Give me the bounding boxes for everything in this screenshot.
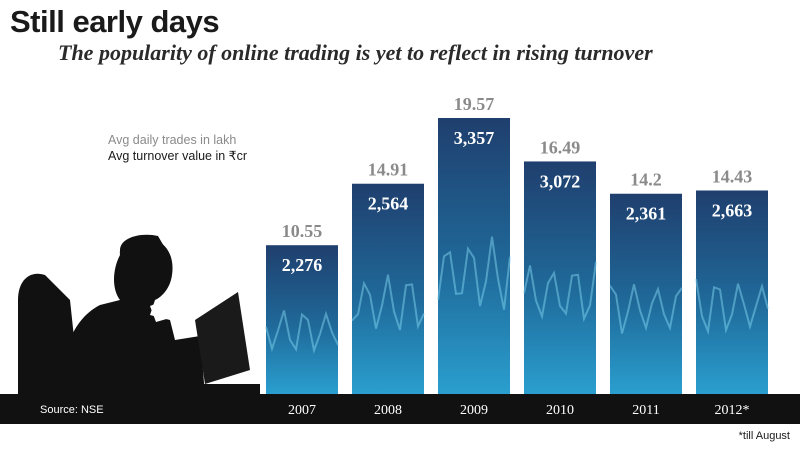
legend: Avg daily trades in lakh Avg turnover va… [108, 132, 247, 164]
trades-value-label: 19.57 [454, 94, 495, 114]
turnover-value-label: 3,357 [454, 128, 495, 148]
legend-turnover: Avg turnover value in ₹cr [108, 149, 248, 163]
x-tick-label: 2007 [288, 403, 316, 418]
bar-2011 [610, 193, 682, 394]
bar-texture [695, 278, 769, 336]
footnote: *till August [738, 430, 790, 442]
trades-value-label: 14.43 [712, 166, 753, 186]
turnover-value-label: 2,276 [282, 255, 323, 275]
turnover-value-label: 2,361 [626, 204, 667, 224]
chart-subtitle: The popularity of online trading is yet … [58, 40, 653, 65]
x-tick-label: 2010 [546, 403, 574, 418]
bar-texture [265, 310, 339, 355]
bar-2010 [524, 161, 596, 394]
x-tick-label: 2012* [715, 403, 750, 418]
legend-trades: Avg daily trades in lakh [108, 133, 237, 147]
trades-value-label: 14.91 [368, 160, 409, 180]
bar-texture [351, 274, 425, 331]
bar-2012 [696, 190, 768, 394]
trades-value-label: 10.55 [282, 221, 323, 241]
x-tick-label: 2008 [374, 403, 402, 418]
turnover-value-label: 2,564 [368, 194, 409, 214]
trades-value-label: 14.2 [630, 170, 662, 190]
turnover-value-label: 2,663 [712, 200, 753, 220]
bar-texture [609, 284, 683, 334]
base-band [0, 394, 800, 424]
bar-texture [437, 236, 511, 310]
source-note: Source: NSE [40, 404, 104, 416]
trader-silhouette-illustration [18, 234, 260, 394]
x-tick-label: 2009 [460, 403, 488, 418]
x-tick-label: 2011 [632, 403, 659, 418]
bar-2009 [438, 118, 510, 394]
trades-value-label: 16.49 [540, 137, 581, 157]
chart-title: Still early days [10, 4, 220, 39]
turnover-value-label: 3,072 [540, 171, 581, 191]
bar-texture [523, 261, 597, 323]
